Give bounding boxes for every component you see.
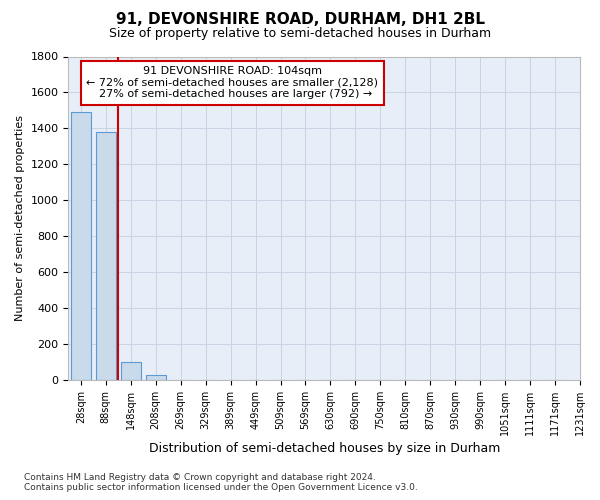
Bar: [96, 132, 116, 380]
Text: Contains HM Land Registry data © Crown copyright and database right 2024.
Contai: Contains HM Land Registry data © Crown c…: [24, 473, 418, 492]
Text: 91, DEVONSHIRE ROAD, DURHAM, DH1 2BL: 91, DEVONSHIRE ROAD, DURHAM, DH1 2BL: [115, 12, 485, 28]
X-axis label: Distribution of semi-detached houses by size in Durham: Distribution of semi-detached houses by …: [149, 442, 500, 455]
Bar: [121, 362, 141, 380]
Text: Size of property relative to semi-detached houses in Durham: Size of property relative to semi-detach…: [109, 28, 491, 40]
Text: 91 DEVONSHIRE ROAD: 104sqm
← 72% of semi-detached houses are smaller (2,128)
  2: 91 DEVONSHIRE ROAD: 104sqm ← 72% of semi…: [86, 66, 378, 100]
Bar: [71, 112, 91, 380]
Bar: [146, 374, 166, 380]
Y-axis label: Number of semi-detached properties: Number of semi-detached properties: [15, 115, 25, 321]
